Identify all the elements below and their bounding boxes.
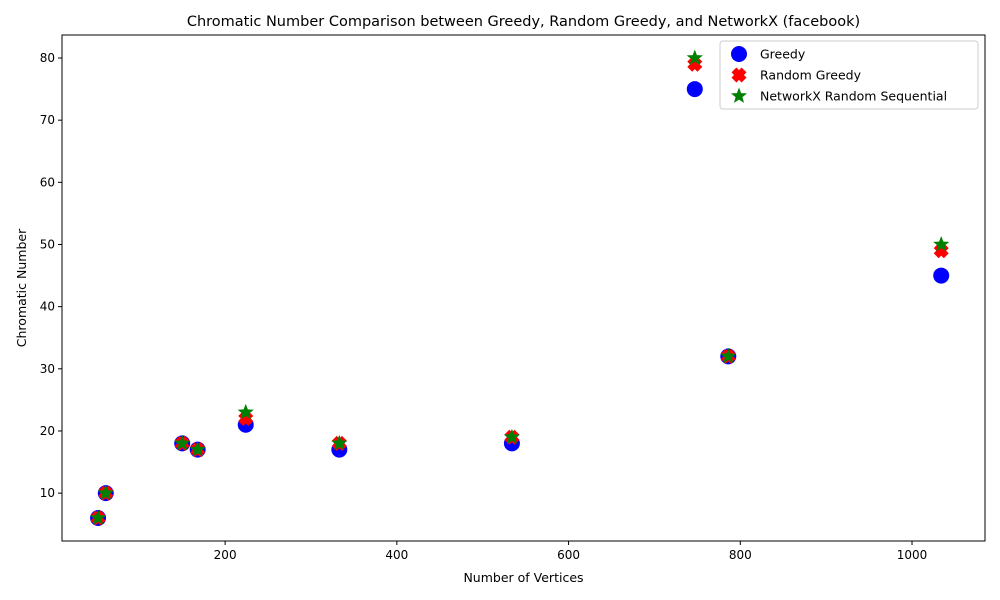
legend-marker xyxy=(731,67,747,83)
x-tick-label: 200 xyxy=(214,548,237,562)
data-point xyxy=(237,403,254,420)
series-x xyxy=(90,56,949,526)
y-tick-label: 80 xyxy=(40,51,55,65)
y-tick-label: 70 xyxy=(40,113,55,127)
x-tick-label: 1000 xyxy=(897,548,928,562)
plot-frame xyxy=(61,34,986,542)
data-point xyxy=(503,428,520,445)
y-tick-label: 20 xyxy=(40,424,55,438)
legend-label: Greedy xyxy=(760,47,806,62)
legend-label: Random Greedy xyxy=(760,68,862,83)
y-tick-label: 40 xyxy=(40,300,55,314)
y-tick-label: 60 xyxy=(40,175,55,189)
x-tick-label: 400 xyxy=(385,548,408,562)
data-point xyxy=(686,81,703,98)
data-point xyxy=(97,484,114,501)
x-axis-label: Number of Vertices xyxy=(463,570,583,585)
x-tick-label: 800 xyxy=(729,548,752,562)
data-point xyxy=(331,434,348,451)
x-tick-label: 600 xyxy=(557,548,580,562)
y-tick-label: 10 xyxy=(40,486,55,500)
data-point xyxy=(174,434,191,451)
series-circle xyxy=(90,81,950,526)
axes: 200 400 600 800 1000 10 20 30 40 50 60 70 80 xyxy=(40,34,986,562)
data-points xyxy=(89,49,950,526)
data-point xyxy=(933,267,950,284)
data-point xyxy=(89,509,107,525)
series-star xyxy=(89,49,950,525)
data-point xyxy=(720,347,737,364)
data-point xyxy=(933,235,950,252)
legend-label: NetworkX Random Sequential xyxy=(760,89,947,104)
data-point xyxy=(686,49,703,65)
y-tick-label: 30 xyxy=(40,362,55,376)
legend: Greedy Random Greedy NetworkX Random Seque… xyxy=(719,40,979,110)
data-point xyxy=(189,441,206,457)
y-tick-label: 50 xyxy=(40,237,55,251)
legend-marker xyxy=(731,46,747,62)
chart-title: Chromatic Number Comparison between Gree… xyxy=(187,14,860,30)
y-axis-label: Chromatic Number xyxy=(14,228,29,347)
legend-marker xyxy=(730,87,748,103)
legend-box xyxy=(719,40,979,110)
